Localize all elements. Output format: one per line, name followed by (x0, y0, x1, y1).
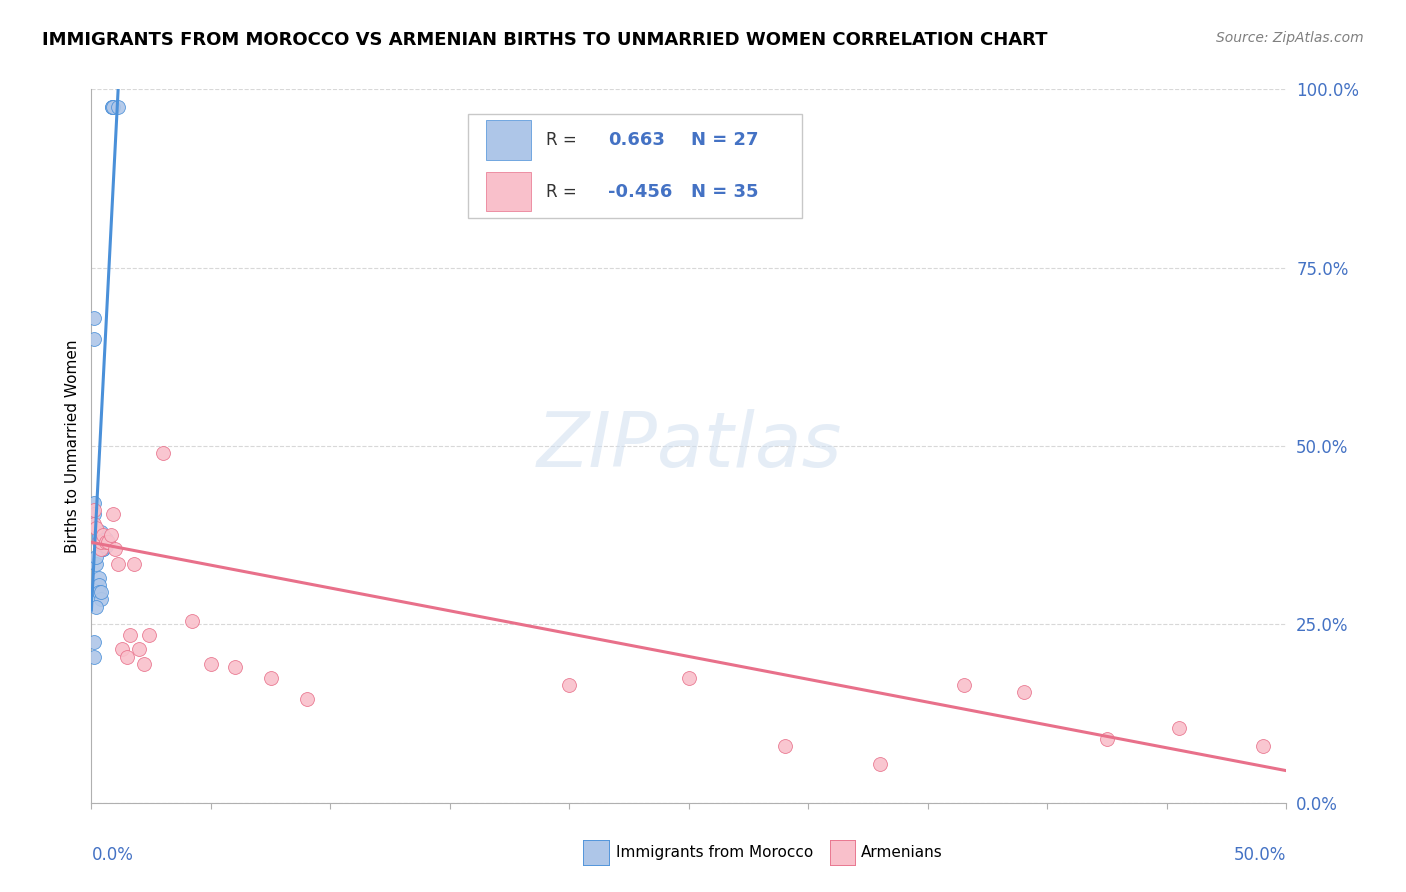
Point (124, 557, 146, 571)
Point (107, 557, 129, 571)
Point (90, 542, 112, 557)
Point (90, 592, 112, 607)
Point (84, 557, 107, 571)
Point (869, 756, 891, 771)
Text: 0.0%: 0.0% (91, 846, 134, 863)
Text: ZIPatlas: ZIPatlas (536, 409, 842, 483)
Point (101, 507, 124, 521)
Point (84, 599, 107, 614)
Point (94, 535, 117, 549)
Text: R =: R = (546, 183, 582, 201)
Point (93, 542, 114, 557)
Point (953, 678, 976, 692)
Point (115, 649, 138, 664)
Point (101, 100, 124, 114)
Point (93, 542, 114, 557)
Point (773, 739, 796, 753)
Point (84, 549, 107, 564)
Text: Armenians: Armenians (860, 846, 942, 860)
Text: Source: ZipAtlas.com: Source: ZipAtlas.com (1216, 31, 1364, 45)
Point (118, 628, 141, 642)
Point (101, 100, 124, 114)
Text: -0.456: -0.456 (607, 183, 672, 201)
Point (90, 539, 112, 553)
Point (128, 642, 150, 657)
Point (97, 535, 120, 549)
Text: N = 35: N = 35 (692, 183, 759, 201)
Point (83, 496, 105, 510)
FancyBboxPatch shape (486, 120, 531, 160)
Point (138, 628, 160, 642)
Point (224, 660, 246, 674)
Point (1167, 721, 1189, 735)
Point (87, 585, 110, 599)
Point (90, 524, 112, 539)
Point (107, 100, 129, 114)
Point (83, 517, 105, 532)
Point (84, 521, 107, 535)
Point (83, 310, 105, 325)
Point (1251, 739, 1274, 753)
Point (83, 503, 105, 517)
Point (100, 528, 122, 542)
Point (87, 535, 110, 549)
Text: N = 27: N = 27 (692, 131, 759, 149)
Point (93, 539, 114, 553)
FancyBboxPatch shape (468, 114, 803, 218)
Point (90, 535, 112, 549)
Point (94, 539, 117, 553)
Point (83, 507, 105, 521)
Point (1012, 685, 1035, 699)
Point (87, 571, 110, 585)
Point (83, 635, 105, 649)
Y-axis label: Births to Unmarried Women: Births to Unmarried Women (65, 339, 80, 553)
Point (295, 692, 318, 706)
Point (132, 657, 155, 671)
Text: 50.0%: 50.0% (1234, 846, 1286, 863)
Point (180, 614, 202, 628)
Point (100, 100, 122, 114)
Point (83, 332, 105, 346)
Text: IMMIGRANTS FROM MOROCCO VS ARMENIAN BIRTHS TO UNMARRIED WOMEN CORRELATION CHART: IMMIGRANTS FROM MOROCCO VS ARMENIAN BIRT… (42, 31, 1047, 49)
Point (678, 671, 700, 685)
Point (83, 649, 105, 664)
Point (200, 657, 222, 671)
Point (152, 446, 174, 460)
Point (259, 671, 281, 685)
Point (94, 532, 117, 546)
Point (87, 528, 110, 542)
Point (87, 532, 110, 546)
Point (1097, 731, 1119, 746)
Text: 0.663: 0.663 (607, 131, 665, 149)
Point (111, 642, 134, 657)
Text: R =: R = (546, 131, 582, 149)
Text: Immigrants from Morocco: Immigrants from Morocco (616, 846, 813, 860)
Point (93, 528, 114, 542)
Point (558, 678, 581, 692)
FancyBboxPatch shape (486, 172, 531, 211)
Point (104, 542, 127, 557)
Point (90, 585, 112, 599)
Point (87, 578, 110, 592)
